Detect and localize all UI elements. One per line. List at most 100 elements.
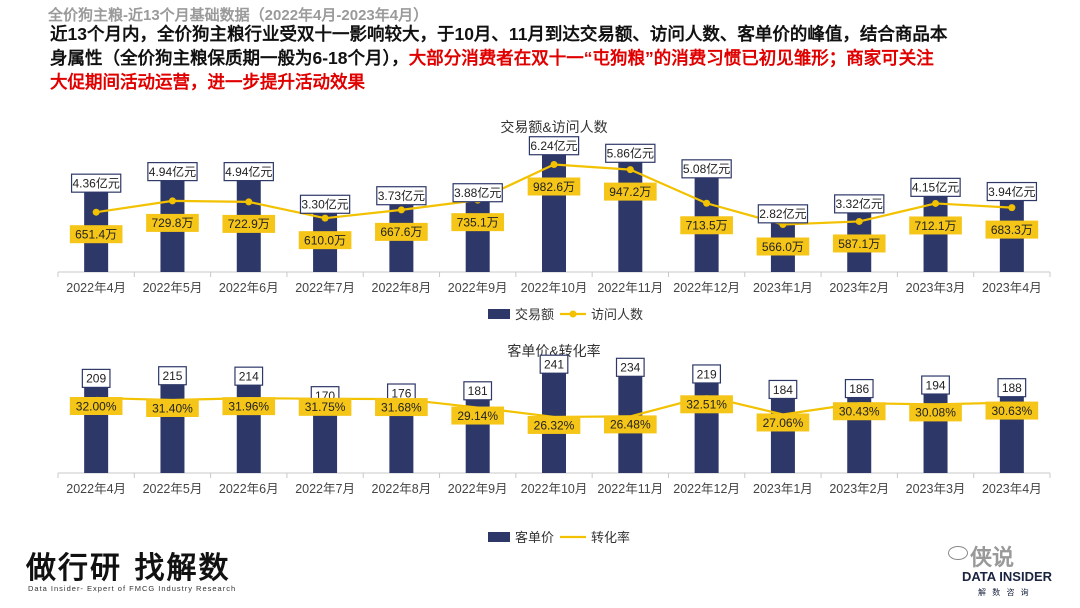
bar-label-bg (223, 162, 274, 182)
line-label: 982.6万 (533, 180, 575, 194)
x-tick-label: 2022年11月 (597, 281, 663, 295)
line-label: 31.68% (381, 400, 422, 414)
brand-subtitle: Data Insider- Expert of FMCG Industry Re… (28, 584, 237, 593)
bar-label-bg (299, 194, 351, 214)
bar-label-bg (768, 379, 798, 400)
point-访问人数 (703, 199, 711, 207)
point-访问人数 (626, 166, 634, 174)
x-tick-label: 2022年10月 (521, 281, 588, 295)
bar-label: 3.32亿元 (836, 196, 883, 211)
bar-label: 176 (391, 386, 411, 400)
line-label: 651.4万 (75, 228, 117, 242)
bar-label: 5.86亿元 (607, 146, 654, 161)
bar-label: 186 (849, 382, 869, 396)
line-label: 32.51% (686, 398, 727, 412)
bar-label-bg (158, 366, 187, 386)
bar-label-bg (986, 181, 1038, 202)
x-tick-label: 2022年9月 (448, 281, 508, 295)
line-label-bg (146, 399, 199, 417)
legend-line-marker (569, 310, 577, 318)
company-logo: DATA INSIDER (962, 569, 1053, 584)
bar-客单价 (923, 387, 948, 473)
line-label-bg (222, 214, 276, 233)
line-label: 722.9万 (228, 217, 270, 231)
x-tick-label: 2022年12月 (673, 482, 740, 496)
bar-label-bg (539, 354, 569, 374)
line-label: 713.5万 (686, 219, 728, 233)
description-normal: 近13个月内，全价狗主粮行业受双十一影响较大，于10月、11月到达交易额、访问人… (50, 24, 948, 68)
line-label: 30.63% (991, 404, 1032, 418)
bar-label: 188 (1002, 381, 1022, 395)
x-tick-label: 2022年12月 (673, 281, 740, 295)
bar-label: 3.30亿元 (301, 197, 348, 212)
line-label: 667.6万 (380, 225, 422, 239)
bar-客单价 (770, 391, 795, 473)
company-cn-name: 解 数 咨 询 (978, 588, 1031, 597)
line-label-bg (756, 413, 810, 432)
chart-title: 交易额&访问人数 (500, 119, 607, 135)
bar-客单价 (160, 377, 185, 473)
line-label: 27.06% (763, 416, 804, 430)
line-label: 30.43% (839, 405, 880, 419)
line-label-bg (680, 395, 733, 414)
line-label: 31.75% (305, 400, 346, 414)
x-tick-label: 2022年8月 (372, 482, 432, 496)
bar-客单价 (465, 392, 490, 473)
line-label-bg (985, 220, 1039, 239)
line-label-bg (69, 397, 123, 415)
line-label-bg (985, 401, 1039, 420)
description-highlight: 大部分消费者在双十一“屯狗粮”的消费习惯已初见雏形；商家可关注大促期间活动运营，… (50, 48, 934, 92)
bar-label-bg (528, 136, 580, 156)
line-label: 587.1万 (838, 237, 880, 251)
line-label-bg (527, 415, 581, 434)
legend-line-label: 转化率 (591, 530, 630, 543)
line-label-bg (680, 216, 733, 235)
bar-label: 194 (926, 378, 946, 392)
x-tick-label: 2023年1月 (753, 482, 813, 496)
bar-label: 219 (697, 367, 717, 381)
bar-label: 214 (239, 369, 259, 383)
watermark: 侠说 (970, 545, 1015, 570)
line-label: 26.48% (610, 418, 651, 432)
legend-bar-swatch (488, 309, 510, 319)
point-访问人数 (92, 208, 100, 216)
line-label-bg (832, 402, 886, 421)
legend-line-label: 访问人数 (591, 307, 643, 322)
chart-sales-visitors: 交易额&访问人数 4.36亿元 4.94亿元 4.94亿元 3.30亿元 3.73亿元 3.… (57, 119, 1051, 322)
bar-label: 4.15亿元 (912, 180, 959, 195)
x-tick-label: 2022年7月 (295, 482, 355, 496)
bar-label: 234 (620, 361, 640, 375)
line-label: 31.96% (228, 399, 269, 413)
line-label: 29.14% (457, 409, 498, 423)
bar-label: 4.36亿元 (72, 175, 119, 190)
bar-label: 3.88亿元 (454, 185, 501, 200)
line-label-bg (222, 397, 276, 416)
bar-label: 3.94亿元 (988, 184, 1035, 199)
x-tick-label: 2023年1月 (753, 281, 813, 295)
bar-交易额 (465, 194, 490, 272)
line-label: 26.32% (534, 418, 575, 432)
bar-label-bg (844, 378, 874, 399)
bar-label: 209 (86, 372, 106, 386)
x-tick-label: 2023年4月 (982, 281, 1042, 295)
line-label-bg (375, 222, 428, 241)
x-tick-label: 2022年9月 (448, 482, 508, 496)
line-label-bg (909, 216, 962, 235)
line-label-bg (603, 182, 657, 201)
bar-交易额 (618, 155, 643, 272)
line-label-bg (146, 213, 199, 232)
line-label-bg (375, 398, 428, 417)
line-label: 31.40% (152, 401, 193, 415)
description-text: 近13个月内，全价狗主粮行业受双十一影响较大，于10月、11月到达交易额、访问人… (50, 22, 950, 94)
x-tick-label: 2022年4月 (66, 281, 126, 295)
point-访问人数 (932, 199, 940, 207)
line-label-bg (603, 415, 657, 434)
line-label-bg (756, 237, 810, 256)
bar-label: 184 (773, 383, 793, 397)
point-访问人数 (245, 198, 253, 206)
point-访问人数 (855, 217, 863, 225)
bar-label-bg (234, 366, 264, 386)
bar-label: 6.24亿元 (530, 138, 577, 153)
line-label: 712.1万 (915, 219, 957, 233)
